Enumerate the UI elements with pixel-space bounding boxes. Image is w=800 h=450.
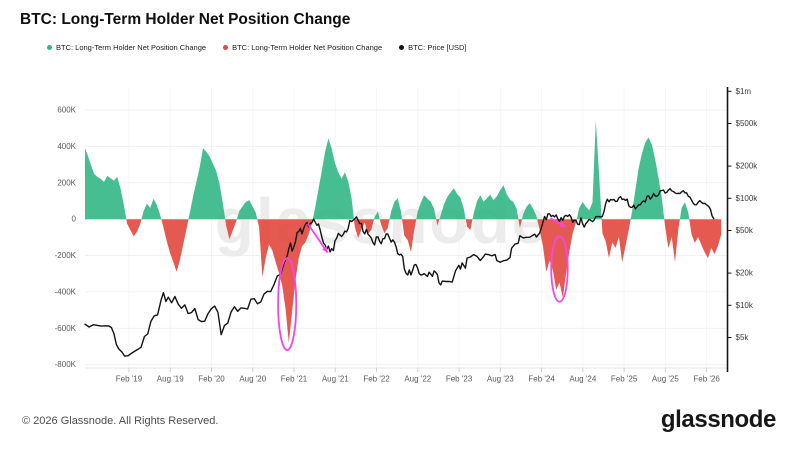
annotation-arrowhead-icon: [322, 246, 328, 253]
x-axis-tick-label: Aug '19: [157, 375, 184, 384]
annotation-arrowhead-icon: [559, 221, 567, 227]
x-axis-tick-label: Feb '19: [116, 375, 143, 384]
left-axis-tick-label: -400K: [55, 287, 77, 296]
chart-plot-area[interactable]: [85, 88, 727, 368]
x-axis-tick-label: Feb '22: [363, 375, 390, 384]
left-axis-tick-label: -800K: [55, 360, 77, 369]
x-axis-tick-label: Feb '26: [693, 375, 720, 384]
right-axis-tick-label: $50k: [736, 226, 754, 235]
x-axis-tick-label: Aug '24: [569, 375, 596, 384]
legend-item-net-position-green[interactable]: BTC: Long-Term Holder Net Position Chang…: [47, 43, 206, 52]
left-axis-tick-label: 400K: [57, 142, 76, 151]
legend-dot-red-icon: [223, 45, 229, 50]
right-axis-tick-label: $20k: [736, 269, 754, 278]
annotation-ellipse: [277, 257, 298, 352]
x-axis-tick-label: Aug '21: [322, 375, 349, 384]
copyright-text: © 2026 Glassnode. All Rights Reserved.: [22, 415, 219, 427]
legend-item-net-position-red[interactable]: BTC: Long-Term Holder Net Position Chang…: [223, 43, 382, 52]
legend: BTC: Long-Term Holder Net Position Chang…: [47, 43, 467, 52]
right-axis-tick-label: $500k: [736, 119, 759, 128]
price-line: [84, 188, 715, 357]
legend-dot-green-icon: [47, 45, 52, 50]
x-axis-tick-label: Aug '25: [652, 375, 679, 384]
x-axis-tick-label: Aug '23: [487, 375, 514, 384]
x-axis-tick-label: Feb '20: [198, 375, 225, 384]
left-axis-tick-label: 600K: [57, 106, 76, 115]
right-axis-tick-label: $10k: [736, 301, 754, 310]
right-axis-tick-label: $100k: [736, 194, 759, 203]
left-axis-tick-label: -200K: [55, 251, 77, 260]
x-axis-tick-label: Feb '24: [528, 375, 555, 384]
annotation-ellipse: [550, 235, 569, 303]
x-axis-tick-label: Feb '23: [446, 375, 473, 384]
glassnode-logo: glassnode: [660, 406, 777, 433]
annotation-arrow-line: [307, 223, 329, 254]
page-title: BTC: Long-Term Holder Net Position Chang…: [20, 11, 351, 28]
left-axis-tick-label: 200K: [57, 178, 76, 187]
left-axis-tick-label: 0: [72, 215, 77, 224]
legend-item-price[interactable]: BTC: Price [USD]: [399, 43, 467, 52]
right-axis-tick-label: $200k: [736, 162, 759, 171]
x-axis-tick-label: Aug '20: [239, 375, 266, 384]
legend-dot-black-icon: [399, 45, 405, 50]
x-axis-tick-label: Feb '25: [611, 375, 638, 384]
net-position-area-positive: [85, 120, 690, 220]
left-axis-tick-label: -600K: [55, 324, 77, 333]
x-axis-tick-label: Aug '22: [404, 375, 431, 384]
right-axis-tick-label: $1m: [736, 87, 752, 96]
legend-label: BTC: Long-Term Holder Net Position Chang…: [232, 43, 383, 52]
right-axis-tick-label: $5k: [736, 333, 750, 342]
x-axis-tick-label: Feb '21: [281, 375, 308, 384]
legend-label: BTC: Long-Term Holder Net Position Chang…: [56, 43, 207, 52]
legend-label: BTC: Price [USD]: [408, 43, 467, 52]
net-position-area-negative: [85, 219, 722, 343]
